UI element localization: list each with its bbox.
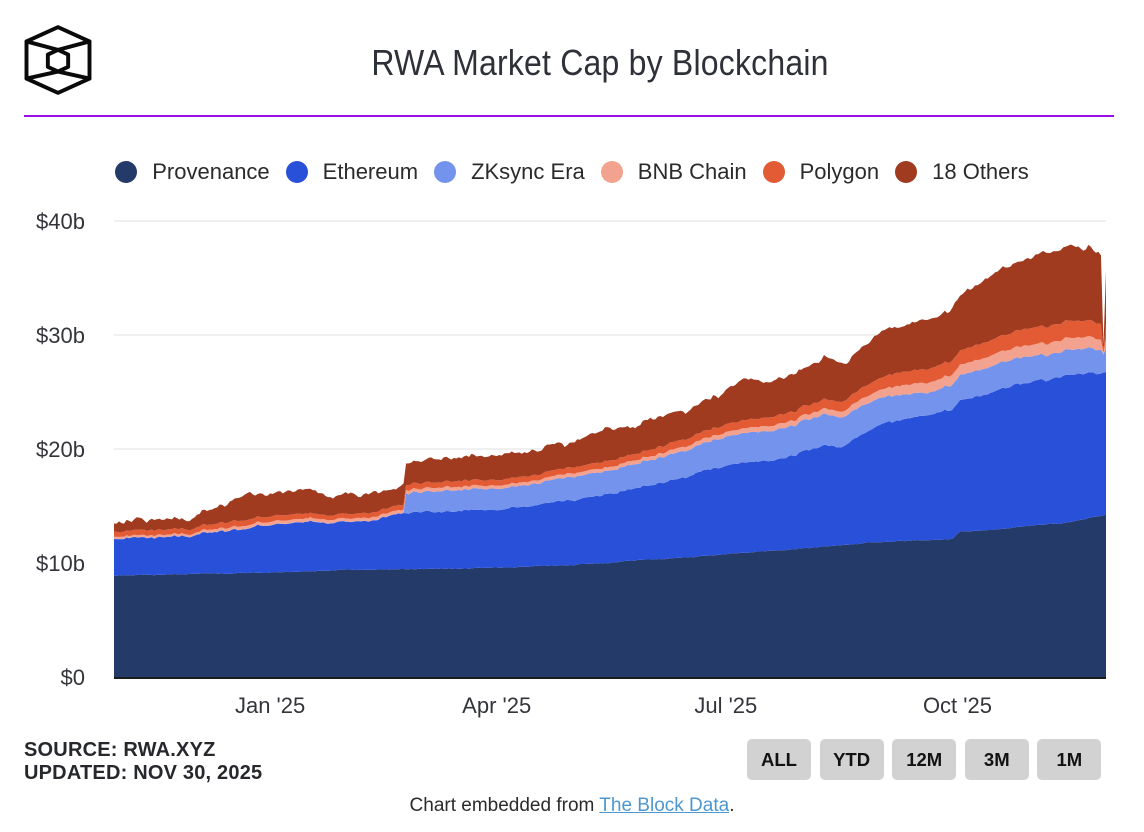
legend-item-ethereum[interactable]: Ethereum (285, 159, 419, 185)
x-tick-label-1: Apr '25 (462, 693, 531, 718)
embed-note: Chart embedded from The Block Data. (0, 795, 1144, 817)
stacked-area-chart: $0 $10b $20b $30b $40b Jan '25 Apr '25 Jul '25 O… (36, 209, 1106, 718)
range-button-12m[interactable]: 12M (892, 739, 957, 780)
area-ethereum (114, 371, 1106, 576)
chart-legend: Provenance Ethereum ZKsync Era BNB Chain Pol… (0, 159, 1144, 185)
embed-text: Chart embedded from (409, 795, 600, 816)
legend-item-bnb-chain[interactable]: BNB Chain (600, 159, 747, 185)
source-line: SOURCE: RWA.XYZ (24, 739, 216, 761)
embed-period: . (729, 795, 735, 816)
x-tick-label-0: Jan '25 (235, 693, 305, 718)
legend-dot-icon (600, 161, 623, 183)
legend-label: Provenance (152, 159, 270, 184)
y-tick-label-30: $30b (36, 323, 85, 348)
y-tick-label-20: $20b (36, 437, 85, 462)
source-attribution: SOURCE: RWA.XYZ UPDATED: NOV 30, 2025 (24, 739, 262, 784)
updated-line: UPDATED: NOV 30, 2025 (24, 761, 263, 784)
legend-dot-icon (762, 161, 785, 183)
legend-label: BNB Chain (637, 159, 747, 184)
legend-label: ZKsync Era (471, 159, 585, 184)
legend-label: Ethereum (322, 159, 419, 184)
legend-item-polygon[interactable]: Polygon (762, 159, 880, 185)
legend-dot-icon (285, 161, 308, 183)
area-bnb-chain (114, 336, 1106, 539)
the-block-logo (24, 25, 92, 95)
range-selector: ALL YTD 12M 3M 1M (747, 739, 1102, 780)
the-block-data-link[interactable]: The Block Data (599, 795, 730, 816)
y-tick-label-10: $10b (36, 551, 85, 576)
legend-dot-icon (895, 161, 918, 183)
range-button-ytd[interactable]: YTD (819, 739, 884, 780)
legend-item-zksync-era[interactable]: ZKsync Era (434, 159, 585, 185)
range-button-all[interactable]: ALL (747, 739, 811, 780)
legend-label: 18 Others (932, 159, 1029, 184)
page-title: RWA Market Cap by Blockchain (56, 42, 1144, 83)
area-18-others (114, 244, 1106, 532)
x-tick-label-2: Jul '25 (694, 693, 757, 718)
legend-item-18-others[interactable]: 18 Others (895, 159, 1029, 185)
legend-dot-icon (434, 161, 457, 183)
header-divider (24, 115, 1114, 118)
legend-dot-icon (115, 161, 138, 183)
area-provenance (114, 514, 1106, 677)
range-button-3m[interactable]: 3M (964, 739, 1029, 780)
area-polygon (114, 319, 1106, 537)
page-title-text: RWA Market Cap by Blockchain (371, 42, 829, 83)
y-tick-label-40: $40b (36, 209, 85, 234)
y-tick-label-0: $0 (61, 665, 85, 690)
range-button-1m[interactable]: 1M (1037, 739, 1102, 780)
legend-label: Polygon (799, 159, 880, 184)
x-tick-label-3: Oct '25 (923, 693, 992, 718)
legend-item-provenance[interactable]: Provenance (115, 159, 270, 185)
area-zksync-era (114, 347, 1106, 540)
